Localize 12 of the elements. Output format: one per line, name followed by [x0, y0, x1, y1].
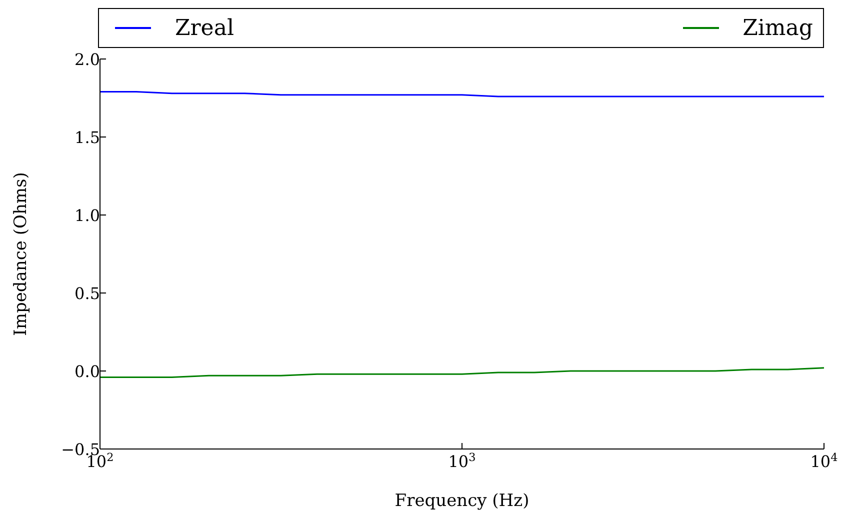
legend-label: Zimag	[742, 16, 813, 40]
x-axis-title: Frequency (Hz)	[394, 491, 530, 511]
y-tick-label: 1.0	[74, 206, 100, 225]
line-series	[100, 367, 824, 378]
x-tick-label: 10$^{4}$	[810, 450, 838, 471]
x-tick-label: 10$^{3}$	[448, 450, 476, 471]
y-axis-title: Impedance (Ohms)	[11, 172, 32, 336]
y-tick-label: 1.5	[74, 128, 100, 147]
legend-label: Zreal	[175, 16, 234, 40]
y-tick-label: 2.0	[74, 50, 100, 69]
y-tick-label: 0.0	[74, 362, 100, 381]
y-tick-label: 0.5	[74, 284, 100, 303]
